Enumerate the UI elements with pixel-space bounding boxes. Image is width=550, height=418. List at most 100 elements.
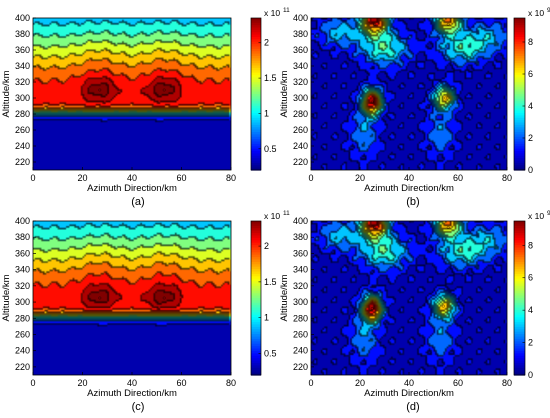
colorbar-tick-label: 2 xyxy=(264,241,269,251)
colorbar-step xyxy=(514,322,525,326)
x-tick-label: 60 xyxy=(453,173,463,183)
y-tick-label: 360 xyxy=(15,45,30,55)
colorbar-step xyxy=(514,254,525,258)
colorbar-step xyxy=(514,165,525,169)
colorbar-step xyxy=(251,91,261,95)
colorbar-step xyxy=(514,312,525,316)
panel-caption: (a) xyxy=(131,196,144,208)
y-tick-label: 380 xyxy=(293,29,308,39)
x-tick-label: 0 xyxy=(308,378,313,388)
colorbar-step xyxy=(514,370,525,374)
colorbar-step xyxy=(251,115,261,119)
colorbar-step xyxy=(251,167,261,171)
x-tick-label: 80 xyxy=(502,378,512,388)
y-tick-label: 400 xyxy=(293,216,308,226)
colorbar-step xyxy=(514,20,525,24)
colorbar-step xyxy=(251,329,261,333)
colorbar-multiplier: x 10 xyxy=(528,211,544,221)
colorbar-step xyxy=(514,113,525,116)
colorbar-step xyxy=(514,264,525,268)
y-tick-label: 360 xyxy=(15,248,30,258)
colorbar-step xyxy=(514,223,525,227)
contour-field xyxy=(311,221,507,375)
y-tick-label: 320 xyxy=(15,281,30,291)
y-tick-label: 260 xyxy=(15,329,30,339)
colorbar-step xyxy=(251,235,261,239)
peak-marker-4 xyxy=(446,225,450,229)
x-tick-label: 80 xyxy=(226,378,236,388)
colorbar-step xyxy=(514,278,525,282)
colorbar-step xyxy=(251,132,261,135)
colorbar-step xyxy=(514,247,525,251)
colorbar-step xyxy=(251,32,261,36)
colorbar-step xyxy=(251,247,261,251)
colorbar-step xyxy=(251,155,261,159)
colorbar-step xyxy=(251,370,261,374)
colorbar-step xyxy=(251,302,261,306)
colorbar-step xyxy=(251,165,261,169)
colorbar-step xyxy=(514,290,525,294)
colorbar-step xyxy=(514,317,525,321)
colorbar-step xyxy=(251,293,261,297)
colorbar-step xyxy=(514,84,525,88)
y-tick-label: 340 xyxy=(15,265,30,275)
colorbar-step xyxy=(251,264,261,268)
colorbar-step xyxy=(514,160,525,164)
colorbar-step xyxy=(514,105,525,109)
colorbar-step xyxy=(514,355,525,359)
colorbar-step xyxy=(251,273,261,277)
colorbar-step xyxy=(251,60,261,64)
colorbar-step xyxy=(251,305,261,309)
colorbar-step xyxy=(514,155,525,159)
colorbar-step xyxy=(251,281,261,285)
y-tick-label: 340 xyxy=(15,61,30,71)
colorbar-multiplier: x 10 xyxy=(264,8,280,18)
colorbar-step xyxy=(251,307,261,311)
colorbar-step xyxy=(251,148,261,152)
x-axis-label: Azimuth Direction/km xyxy=(364,388,454,399)
colorbar-step xyxy=(514,336,525,340)
colorbar-step xyxy=(514,252,525,256)
y-tick-label: 300 xyxy=(293,93,308,103)
colorbar-step xyxy=(514,151,525,154)
colorbar-step xyxy=(251,46,261,50)
colorbar-step xyxy=(251,367,261,371)
colorbar-step xyxy=(251,317,261,321)
colorbar-step xyxy=(514,273,525,277)
colorbar: 0.5 1 1.5 2 x 10 11 xyxy=(250,7,290,171)
colorbar-step xyxy=(514,276,525,280)
panel-caption: (d) xyxy=(406,401,419,413)
colorbar-step xyxy=(514,360,525,364)
x-tick-label: 20 xyxy=(77,378,87,388)
colorbar-step xyxy=(251,63,261,67)
colorbar-step xyxy=(514,225,525,229)
colorbar-step xyxy=(514,148,525,152)
y-tick-label: 400 xyxy=(15,13,30,23)
x-tick-label: 60 xyxy=(176,173,186,183)
panel-caption: (b) xyxy=(406,196,419,208)
colorbar-step xyxy=(514,358,525,362)
x-tick-label: 20 xyxy=(77,173,87,183)
colorbar-step xyxy=(514,162,525,166)
colorbar-step xyxy=(514,158,525,162)
colorbar: 0 2 4 6 8 x 10 9 xyxy=(513,210,550,380)
colorbar-step xyxy=(251,120,261,124)
colorbar-step xyxy=(251,322,261,326)
y-tick-label: 280 xyxy=(293,313,308,323)
colorbar-step xyxy=(251,110,261,114)
x-tick-label: 60 xyxy=(176,378,186,388)
colorbar-step xyxy=(251,153,261,157)
y-tick-label: 320 xyxy=(293,281,308,291)
colorbar-step xyxy=(251,48,261,52)
colorbar-frame xyxy=(250,17,262,171)
colorbar-step xyxy=(251,34,261,38)
colorbar-step xyxy=(514,314,525,318)
colorbar-step xyxy=(251,29,261,33)
colorbar-step xyxy=(514,372,525,376)
colorbar-step xyxy=(514,237,525,241)
chart-panel-1: 0 20 40 60 80 220 240 260 280 300 320 340 360 380 400 A… xyxy=(1,7,290,208)
colorbar-step xyxy=(514,94,525,97)
peak-marker-1 xyxy=(98,88,102,92)
colorbar-step xyxy=(514,115,525,119)
colorbar-step xyxy=(514,120,525,124)
